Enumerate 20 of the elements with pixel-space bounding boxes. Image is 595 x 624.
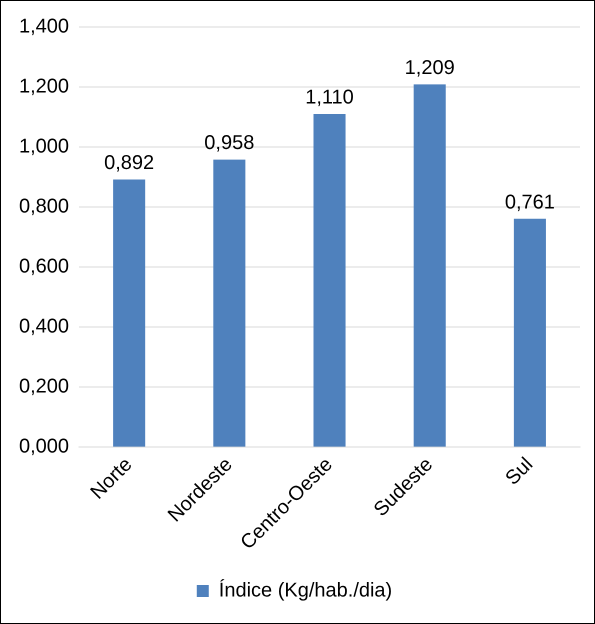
- bar: [313, 114, 346, 447]
- data-label: 0,761: [504, 191, 555, 214]
- bar: [213, 160, 246, 447]
- data-label: 1,209: [404, 56, 455, 79]
- data-label: 1,110: [305, 86, 354, 109]
- data-label: 0,958: [204, 132, 254, 154]
- y-tick-label: 0,800: [18, 196, 70, 218]
- y-tick-label: 1,000: [18, 136, 70, 158]
- bar: [514, 218, 546, 447]
- y-tick-label: 0,200: [18, 376, 70, 398]
- y-tick-label: 0,600: [18, 256, 70, 278]
- y-tick-label: 1,200: [18, 76, 70, 98]
- x-tick-label: Sul: [501, 454, 538, 490]
- bar: [414, 84, 446, 447]
- legend-label: Índice (Kg/hab./dia): [218, 578, 392, 602]
- y-tick-label: 0,000: [18, 436, 70, 458]
- y-tick-label: 1,400: [18, 16, 70, 38]
- bar: [113, 179, 146, 447]
- data-label: 0,892: [104, 152, 154, 174]
- y-tick-label: 0,400: [18, 316, 70, 338]
